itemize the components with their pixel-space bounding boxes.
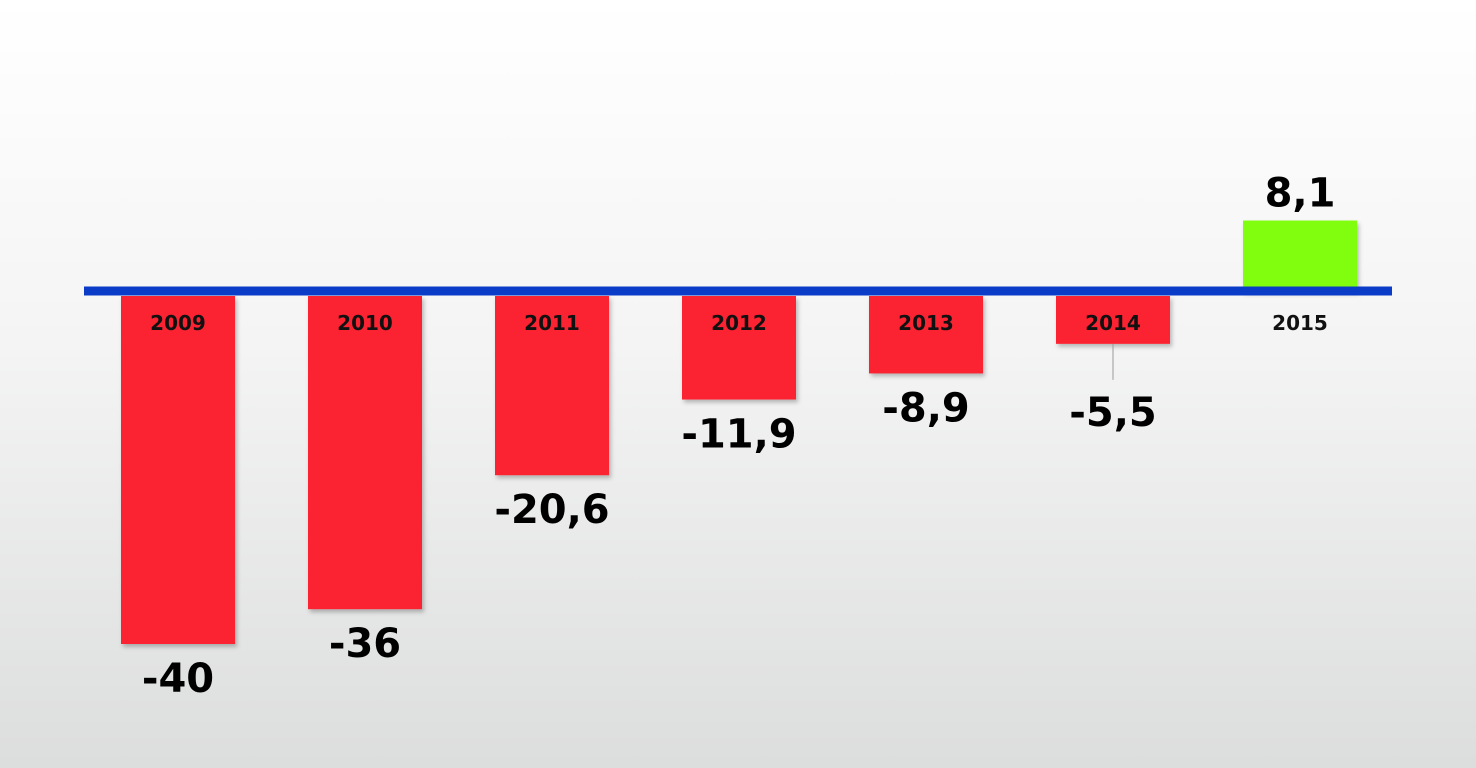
category-label-2013: 2013 [898, 311, 954, 335]
value-label-2013: -8,9 [882, 385, 969, 431]
bar-2012 [682, 296, 796, 400]
bar-2010 [308, 296, 422, 610]
bar-2014 [1056, 296, 1170, 344]
bar-2009 [121, 296, 235, 644]
category-label-2014: 2014 [1085, 311, 1141, 335]
category-label-2012: 2012 [711, 311, 767, 335]
category-label-2009: 2009 [150, 311, 206, 335]
bar-2013 [869, 296, 983, 374]
value-label-2012: -11,9 [681, 412, 796, 458]
value-label-2010: -36 [329, 621, 401, 667]
value-label-2014: -5,5 [1069, 390, 1156, 436]
value-label-2011: -20,6 [494, 487, 609, 533]
bar-2015 [1243, 220, 1357, 291]
bar-2011 [495, 296, 609, 476]
category-label-2010: 2010 [337, 311, 393, 335]
category-label-2015: 2015 [1272, 311, 1328, 335]
category-label-2011: 2011 [524, 311, 580, 335]
value-label-2009: -40 [142, 656, 214, 702]
value-label-2015: 8,1 [1265, 171, 1336, 217]
